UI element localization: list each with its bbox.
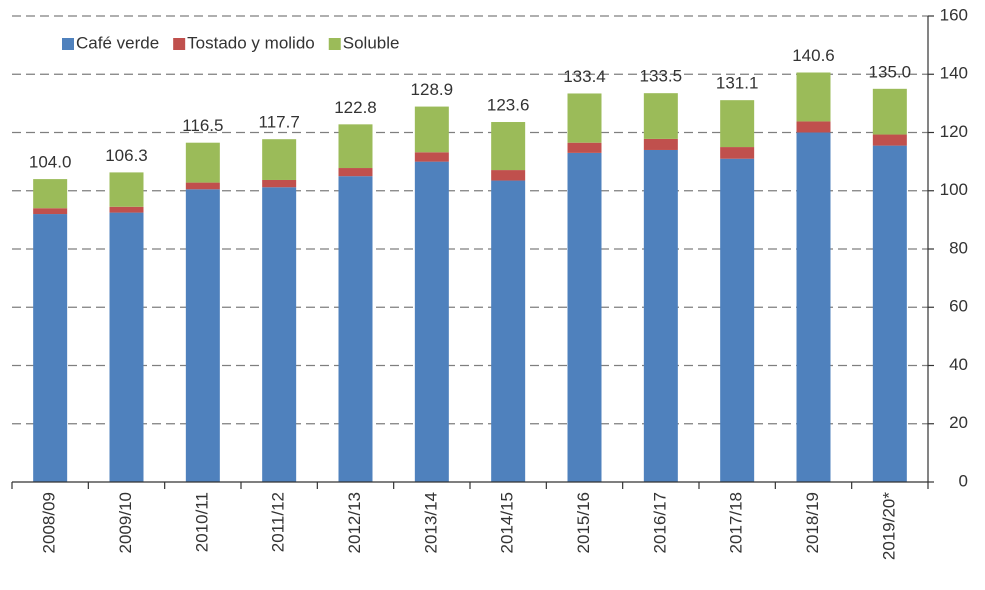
total-label: 117.7: [259, 113, 300, 132]
x-tick-label: 2018/19: [803, 492, 822, 553]
total-label: 133.5: [640, 67, 683, 86]
x-tick-label: 2017/18: [727, 492, 746, 553]
total-label: 140.6: [792, 46, 835, 65]
bar-segment: [720, 100, 755, 148]
legend-label: Tostado y molido: [187, 33, 315, 52]
y-tick-label: 160: [940, 5, 968, 24]
x-tick-label: 2009/10: [116, 492, 135, 553]
y-tick-label: 120: [940, 122, 968, 141]
x-tick-label: 2019/20*: [879, 492, 898, 560]
y-tick-label: 60: [949, 297, 968, 316]
total-label: 122.8: [334, 98, 377, 117]
total-label: 104.0: [29, 153, 72, 172]
y-tick-label: 100: [940, 180, 968, 199]
bar-segment: [643, 138, 678, 150]
x-tick-label: 2012/13: [345, 492, 364, 553]
bar-segment: [872, 88, 907, 135]
x-tick-label: 2011/12: [269, 492, 288, 552]
x-tick-label: 2008/09: [40, 492, 59, 553]
bar-segment: [643, 93, 678, 139]
x-tick-label: 2010/11: [192, 492, 211, 552]
bar-segment: [338, 124, 373, 169]
bar-segment: [109, 172, 144, 207]
bar-segment: [338, 176, 373, 482]
bar-segment: [414, 161, 449, 482]
legend-swatch: [173, 38, 186, 50]
y-tick-label: 0: [959, 471, 968, 490]
bar-segment: [567, 142, 602, 153]
total-label: 123.6: [487, 95, 530, 114]
total-label: 106.3: [105, 146, 148, 165]
legend-label: Café verde: [76, 33, 159, 52]
x-tick-label: 2016/17: [650, 492, 669, 553]
bar-segment: [720, 158, 755, 482]
bar-segment: [262, 139, 297, 180]
bar-segment: [33, 179, 68, 209]
bar-segment: [491, 170, 526, 181]
y-tick-label: 80: [949, 238, 968, 257]
bar-segment: [720, 147, 755, 159]
bar-segment: [643, 149, 678, 482]
bar-segment: [33, 214, 68, 483]
total-label: 116.5: [182, 116, 223, 135]
x-tick-label: 2014/15: [498, 492, 517, 553]
total-label: 131.1: [716, 74, 759, 93]
bar-segment: [185, 189, 220, 482]
bar-segment: [414, 152, 449, 162]
x-tick-label: 2013/14: [421, 492, 440, 553]
bar-segment: [109, 212, 144, 482]
bar-segment: [262, 179, 297, 188]
x-tick-label: 2015/16: [574, 492, 593, 553]
y-tick-label: 20: [949, 413, 968, 432]
bar-segment: [491, 122, 526, 171]
bar-segment: [262, 187, 297, 482]
bar-segment: [185, 182, 220, 190]
bar-segment: [109, 206, 144, 213]
bar-segment: [796, 72, 831, 122]
total-label: 133.4: [563, 67, 606, 86]
bar-segment: [338, 168, 373, 177]
bar-segment: [796, 132, 831, 482]
bar-segment: [567, 93, 602, 143]
legend-swatch: [62, 38, 74, 50]
bar-segment: [796, 121, 831, 133]
bar-segment: [185, 142, 220, 183]
bar-segment: [872, 134, 907, 146]
bar-segment: [491, 180, 526, 482]
total-label: 135.0: [869, 62, 912, 81]
bar-segment: [414, 106, 449, 153]
y-tick-label: 140: [940, 64, 968, 83]
y-tick-label: 40: [949, 355, 968, 374]
total-label: 128.9: [411, 80, 454, 99]
legend-label: Soluble: [343, 33, 400, 52]
bar-segment: [872, 145, 907, 482]
bar-segment: [33, 208, 68, 215]
legend-swatch: [328, 38, 341, 50]
bar-segment: [567, 152, 602, 482]
